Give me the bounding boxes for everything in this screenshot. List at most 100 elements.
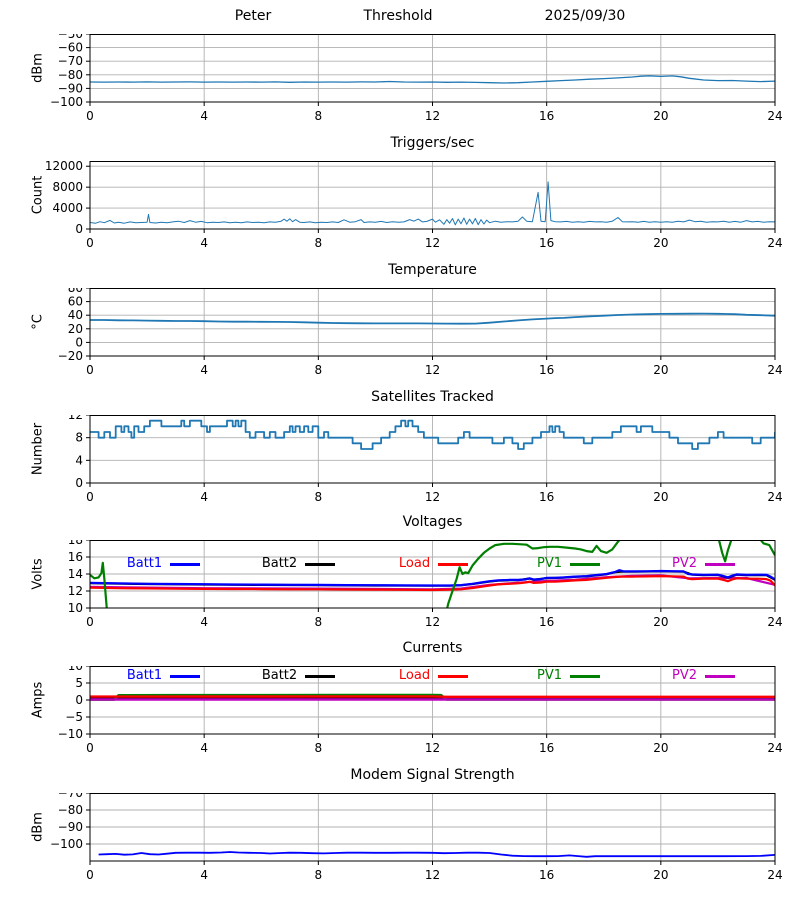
legend-line-sample xyxy=(170,674,201,678)
panel-title-center: Threshold xyxy=(363,8,433,24)
axis-ticks: 0 4 8 12 16 20 24 −10 −5 0 5 10 xyxy=(58,666,783,755)
legend-label: Batt2 xyxy=(261,556,298,571)
x-tick-label: 8 xyxy=(315,868,323,882)
x-tick-label: 12 xyxy=(425,615,440,629)
x-tick-label: 12 xyxy=(425,868,440,882)
legend: Batt1 Batt2 Load PV1 PV2 xyxy=(96,556,771,572)
panel-temperature: Temperature °C 0 4 8 12 16 20 24 −20 0 20 40 60 80 xyxy=(0,260,800,390)
x-tick-label: 0 xyxy=(86,741,94,755)
x-tick-label: 24 xyxy=(767,109,782,123)
y-tick-label: 80 xyxy=(68,288,83,295)
y-tick-label: 18 xyxy=(68,540,83,547)
legend: Batt1 Batt2 Load PV1 PV2 xyxy=(96,668,771,684)
axis-ticks: 0 4 8 12 16 20 24 −100 −90 −80 −70 xyxy=(50,793,783,882)
x-tick-label: 16 xyxy=(539,741,554,755)
legend-line-sample xyxy=(438,562,469,566)
x-tick-label: 4 xyxy=(200,236,208,250)
x-tick-label: 4 xyxy=(200,615,208,629)
x-tick-label: 0 xyxy=(86,363,94,377)
legend-item-pv2: PV2 xyxy=(636,556,771,572)
y-tick-label: −60 xyxy=(58,41,83,55)
y-tick-label: −90 xyxy=(58,820,83,834)
y-tick-label: −50 xyxy=(58,34,83,41)
x-tick-label: 24 xyxy=(767,490,782,504)
y-tick-label: 8 xyxy=(75,431,83,445)
y-tick-label: −70 xyxy=(58,793,83,800)
plot-currents: 0 4 8 12 16 20 24 −10 −5 0 5 10 xyxy=(58,666,783,755)
legend-line-sample xyxy=(170,562,201,566)
legend-item-pv1: PV1 xyxy=(501,556,636,572)
panel-title: Currents xyxy=(402,640,463,656)
x-tick-label: 20 xyxy=(653,615,668,629)
legend-label: Load xyxy=(398,668,431,683)
series-count-line xyxy=(90,181,775,226)
y-tick-label: 0 xyxy=(75,335,83,349)
x-tick-label: 12 xyxy=(425,490,440,504)
y-tick-label: −5 xyxy=(65,710,83,724)
x-tick-label: 0 xyxy=(86,490,94,504)
axis-ticks: 0 4 8 12 16 20 24 0 4 8 12 xyxy=(68,415,783,504)
gridlines xyxy=(89,288,776,357)
x-tick-label: 24 xyxy=(767,615,782,629)
series-satellites-line xyxy=(90,419,775,450)
y-tick-label: 16 xyxy=(68,550,83,564)
y-tick-label: −20 xyxy=(58,349,83,363)
plot-signal: 0 4 8 12 16 20 24 −100−90−80−70−60−50 xyxy=(50,34,783,123)
legend-item-batt1: Batt1 xyxy=(96,556,231,572)
axis-ticks: 0 4 8 12 16 20 24 10 12 14 16 18 xyxy=(68,540,783,629)
y-tick-label: −10 xyxy=(58,727,83,741)
x-tick-label: 20 xyxy=(653,236,668,250)
axis-ticks: 0 4 8 12 16 20 24 −100−90−80−70−60−50 xyxy=(50,34,783,123)
panel-triggers: Triggers/sec Count 0 4 8 12 16 20 24 0 4000 8000 1… xyxy=(0,133,800,263)
y-tick-label: 14 xyxy=(68,567,83,581)
legend-label: PV1 xyxy=(536,556,562,571)
x-tick-label: 12 xyxy=(425,741,440,755)
y-tick-label: 0 xyxy=(75,693,83,707)
y-tick-label: 12 xyxy=(68,415,83,422)
x-tick-label: 16 xyxy=(539,490,554,504)
x-tick-label: 16 xyxy=(539,236,554,250)
x-tick-label: 4 xyxy=(200,741,208,755)
legend-line-sample xyxy=(705,674,735,678)
y-tick-label: −80 xyxy=(58,803,83,817)
y-tick-label: 10 xyxy=(68,601,83,615)
x-tick-label: 16 xyxy=(539,363,554,377)
y-tick-label: −80 xyxy=(58,68,83,82)
series-load-line xyxy=(90,575,775,592)
x-tick-label: 12 xyxy=(425,236,440,250)
legend-line-sample xyxy=(570,674,600,678)
x-tick-label: 0 xyxy=(86,868,94,882)
legend-label: Batt2 xyxy=(261,668,298,683)
legend-label: PV1 xyxy=(536,668,562,683)
x-tick-label: 8 xyxy=(315,615,323,629)
legend-item-pv2: PV2 xyxy=(636,668,771,684)
y-tick-label: −90 xyxy=(58,81,83,95)
legend-label: Load xyxy=(398,556,431,571)
x-tick-label: 20 xyxy=(653,868,668,882)
x-tick-label: 24 xyxy=(767,236,782,250)
series-signal-line xyxy=(90,75,775,84)
panel-title: Satellites Tracked xyxy=(371,389,494,405)
panel-signal-strength: Peter Threshold 2025/09/30 dBm 0 4 8 12 16 20… xyxy=(0,6,800,136)
panel-modem: Modem Signal Strength dBm 0 4 8 12 16 20 24 −10… xyxy=(0,765,800,895)
x-tick-label: 4 xyxy=(200,490,208,504)
panel-title: Temperature xyxy=(388,262,477,278)
legend-line-sample xyxy=(305,562,336,566)
legend-label: Batt1 xyxy=(126,668,163,683)
x-tick-label: 16 xyxy=(539,615,554,629)
x-tick-label: 12 xyxy=(425,363,440,377)
legend-item-batt2: Batt2 xyxy=(231,668,366,684)
y-tick-label: 12000 xyxy=(45,161,83,173)
x-tick-label: 20 xyxy=(653,490,668,504)
series-modem-signal-line xyxy=(98,851,775,858)
x-tick-label: 24 xyxy=(767,363,782,377)
legend-item-batt1: Batt1 xyxy=(96,668,231,684)
x-tick-label: 20 xyxy=(653,363,668,377)
legend-line-sample xyxy=(305,674,336,678)
legend-label: PV2 xyxy=(671,668,697,683)
panel-title-left: Peter xyxy=(234,8,272,24)
plot-satellites: 0 4 8 12 16 20 24 0 4 8 12 xyxy=(68,415,783,504)
series-temp-line xyxy=(90,312,775,325)
